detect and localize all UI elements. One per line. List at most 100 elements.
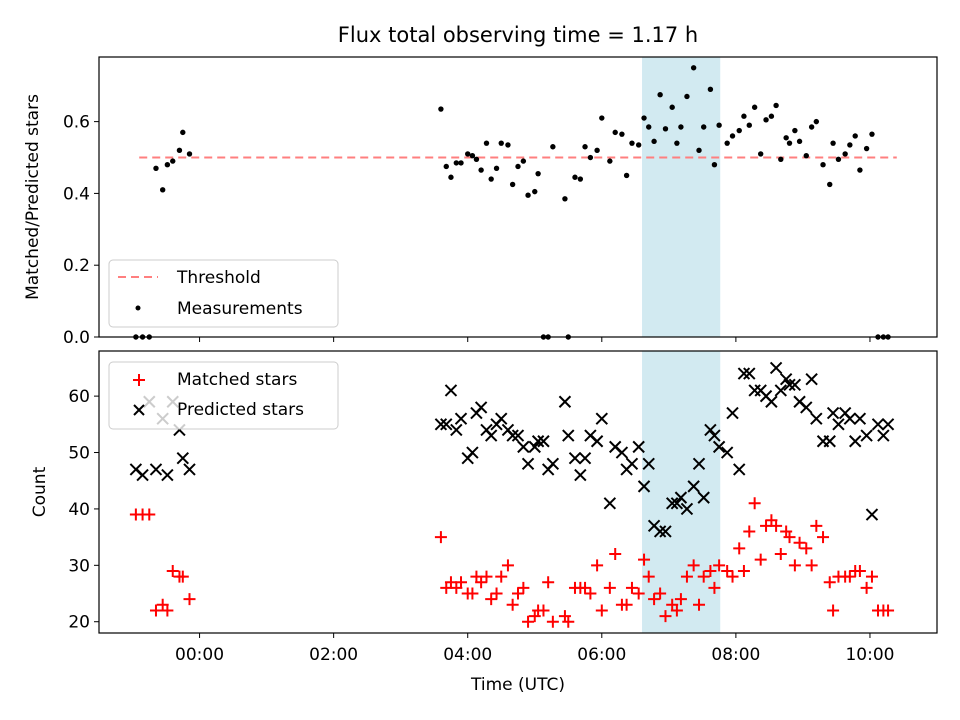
predicted-star-marker	[517, 440, 530, 454]
matched-star-marker	[843, 570, 856, 583]
matched-star-marker	[517, 581, 530, 594]
x-tick-label: 00:00	[175, 645, 224, 665]
predicted-star-marker	[788, 378, 802, 392]
measurement-point	[438, 106, 444, 112]
predicted-star-marker	[558, 395, 572, 408]
predicted-star-marker	[860, 429, 873, 442]
measurement-point	[803, 153, 809, 159]
predicted-star-marker	[853, 412, 867, 425]
bottom-x-ticks: 00:00 02:00 04:00 06:00 08:00 10:00	[175, 633, 894, 665]
measurement-point	[827, 181, 833, 188]
predicted-star-marker	[590, 435, 604, 448]
matched-star-marker	[638, 553, 651, 566]
measurement-point	[852, 133, 858, 139]
measurement-point	[458, 160, 464, 166]
top-axes-frame	[98, 56, 938, 338]
matched-star-marker	[680, 570, 693, 583]
measurement-point	[724, 140, 730, 146]
measurement-point	[768, 113, 775, 119]
matched-star-marker	[495, 570, 508, 583]
predicted-star-marker	[454, 412, 468, 425]
matched-star-marker	[713, 559, 726, 572]
predicted-star-marker	[743, 367, 756, 380]
measurement-point	[778, 156, 784, 163]
bottom-y-axis-label: Count	[30, 466, 50, 517]
x-tick-label: 02:00	[309, 645, 358, 665]
predicted-star-marker	[466, 446, 479, 459]
measurement-point	[478, 167, 484, 173]
predicted-star-marker	[680, 502, 694, 516]
matched-star-marker	[537, 604, 550, 617]
predicted-star-marker	[149, 463, 163, 476]
matched-star-marker	[603, 581, 616, 594]
measurement-point	[153, 165, 159, 171]
predicted-star-marker	[712, 440, 726, 454]
predicted-star-marker	[450, 423, 463, 437]
measurement-point	[448, 174, 454, 180]
matched-star-marker	[620, 598, 633, 611]
predicted-star-marker	[603, 497, 617, 510]
measurement-point	[792, 127, 798, 134]
measurement-point	[830, 140, 836, 146]
measurement-point	[773, 102, 779, 109]
matched-star-marker	[584, 587, 597, 600]
predicted-star-marker	[800, 401, 813, 414]
measurement-point	[707, 86, 714, 93]
measurement-point	[629, 140, 635, 146]
measurement-point	[842, 151, 848, 157]
predicted-star-marker	[881, 418, 895, 431]
measurement-point	[813, 118, 820, 125]
measurement-point	[607, 158, 613, 164]
matched-star-marker	[659, 610, 672, 623]
measurement-point	[651, 138, 657, 145]
x-tick-label: 08:00	[711, 645, 760, 665]
top-y-axis-label: Matched/Predicted stars	[23, 94, 43, 300]
matched-star-marker	[506, 598, 519, 611]
matched-star-marker	[805, 559, 818, 572]
predicted-star-marker	[176, 451, 190, 465]
predicted-star-marker	[726, 406, 739, 420]
measurement-point	[674, 140, 680, 146]
matched-star-marker	[827, 604, 840, 617]
matched-star-marker	[625, 581, 638, 594]
measurement-point	[786, 140, 793, 146]
x-tick-label: 04:00	[443, 645, 492, 665]
chart-title: Flux total observing time = 1.17 h	[338, 23, 698, 47]
measurement-point	[619, 131, 625, 137]
matched-star-marker	[697, 570, 710, 583]
measurement-point	[164, 161, 171, 168]
matched-star-marker	[687, 559, 700, 572]
measurement-point	[550, 144, 556, 150]
measurement-point	[678, 124, 684, 130]
measurement-point	[612, 129, 618, 136]
predicted-star-marker	[843, 412, 857, 425]
x-axis-label: Time (UTC)	[470, 675, 565, 695]
predicted-star-marker	[733, 463, 746, 476]
matched-star-marker	[161, 604, 174, 617]
matched-star-marker	[770, 519, 783, 532]
measurement-point	[641, 115, 647, 121]
legend-threshold-label: Threshold	[176, 268, 261, 288]
predicted-star-marker	[615, 446, 629, 459]
predicted-star-marker	[562, 429, 575, 442]
matched-star-marker	[579, 581, 592, 594]
measurement-point	[483, 140, 490, 146]
matched-star-marker	[733, 542, 746, 555]
predicted-star-marker	[832, 418, 845, 431]
predicted-star-marker	[704, 423, 717, 437]
matched-star-marker	[708, 581, 721, 594]
matched-star-marker	[485, 593, 498, 606]
predicted-star-marker	[826, 406, 840, 420]
matched-star-marker	[654, 587, 667, 600]
bottom-axes-frame	[98, 350, 938, 634]
measurement-point	[635, 142, 642, 148]
bottom-y-tick-label: 20	[68, 613, 90, 633]
measurement-point	[465, 151, 471, 157]
matched-star-marker	[546, 615, 559, 628]
predicted-star-marker	[737, 367, 751, 380]
measurement-point	[711, 161, 718, 168]
measurement-point	[493, 165, 500, 171]
legend-predicted-label: Predicted stars	[177, 400, 304, 420]
matched-star-marker	[562, 615, 575, 628]
